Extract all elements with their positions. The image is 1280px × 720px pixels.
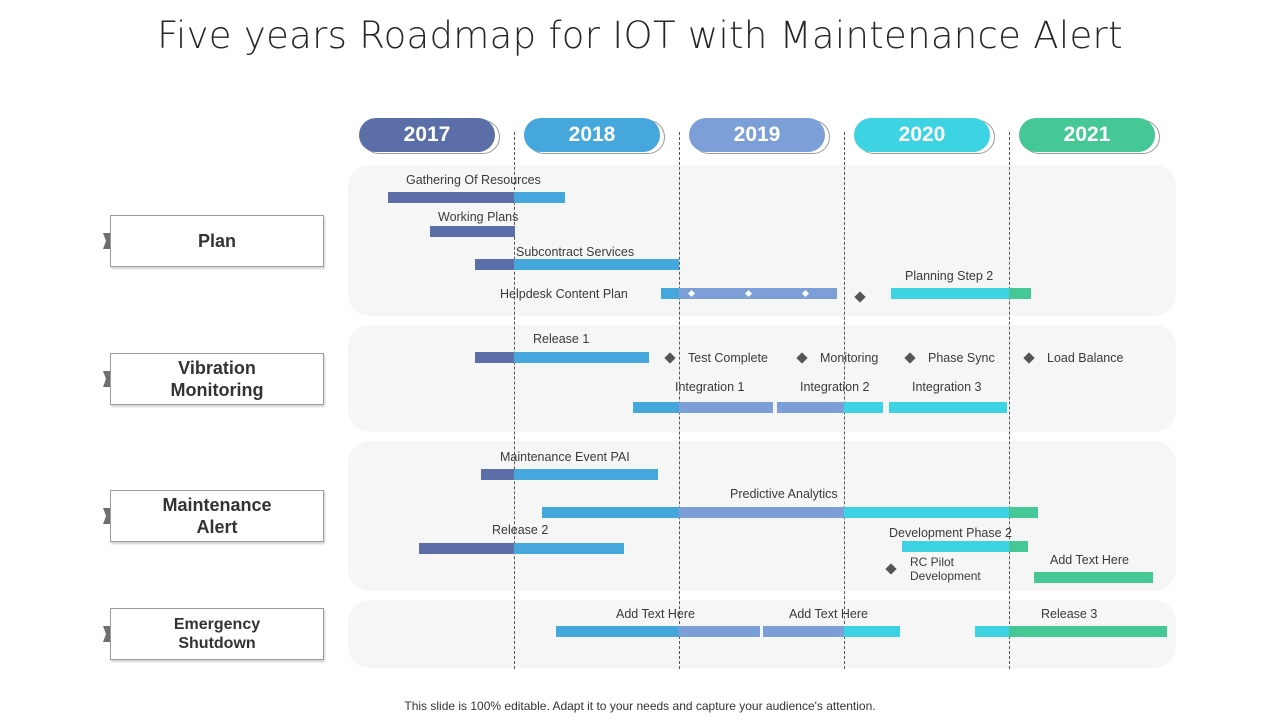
label-integration-2: Integration 2 bbox=[800, 380, 870, 394]
footer-note: This slide is 100% editable. Adapt it to… bbox=[404, 699, 876, 713]
bar-working-plans bbox=[430, 226, 515, 237]
label-rc-pilot-line2: Development bbox=[910, 569, 981, 583]
label-subcontract: Subcontract Services bbox=[516, 245, 635, 259]
bar-add-text-emergency-2-2020 bbox=[844, 626, 900, 637]
row-label-vibration-text: Vibration Monitoring bbox=[170, 358, 264, 400]
label-monitoring: Monitoring bbox=[820, 351, 879, 365]
label-add-text-emergency-2: Add Text Here bbox=[789, 607, 868, 621]
bar-add-text-emergency-2-2019 bbox=[763, 626, 844, 637]
row-label-maintenance-text: Maintenance Alert bbox=[162, 495, 272, 537]
bar-gathering-2018 bbox=[514, 192, 565, 203]
vibration-band bbox=[348, 325, 1176, 432]
bar-planning-step-2-2021 bbox=[1009, 288, 1031, 299]
row-label-plan: Plan bbox=[110, 215, 324, 267]
label-release-1: Release 1 bbox=[533, 332, 590, 346]
label-helpdesk: Helpdesk Content Plan bbox=[500, 287, 628, 301]
row-label-emergency: Emergency Shutdown bbox=[110, 608, 324, 660]
row-label-plan-text: Plan bbox=[197, 231, 236, 251]
label-integration-1: Integration 1 bbox=[675, 380, 745, 394]
divider-2018 bbox=[514, 132, 515, 669]
bar-maintenance-event-2017 bbox=[481, 469, 514, 480]
label-rc-pilot-line1: RC Pilot bbox=[910, 555, 955, 569]
bar-predictive-2020 bbox=[844, 507, 1009, 518]
page-title: Five years Roadmap for IOT with Maintena… bbox=[157, 14, 1123, 57]
divider-2021 bbox=[1009, 132, 1010, 669]
year-2021-pill: 2021 bbox=[1019, 118, 1155, 152]
label-phase-sync: Phase Sync bbox=[928, 351, 995, 365]
row-label-maintenance: Maintenance Alert bbox=[110, 490, 324, 542]
bar-helpdesk-2019 bbox=[679, 288, 837, 299]
bar-development-phase-2-2020 bbox=[902, 541, 1009, 552]
bar-release-2-2018 bbox=[514, 543, 624, 554]
bar-add-text-emergency-1-2019 bbox=[679, 626, 760, 637]
label-maintenance-event: Maintenance Event PAI bbox=[500, 450, 630, 464]
bar-release-1-2018 bbox=[514, 352, 649, 363]
bar-integration-1-2019 bbox=[679, 402, 773, 413]
bar-release-3-2020 bbox=[975, 626, 1009, 637]
label-integration-3: Integration 3 bbox=[912, 380, 982, 394]
bar-subcontract-2017 bbox=[475, 259, 514, 270]
label-load-balance: Load Balance bbox=[1047, 351, 1124, 365]
bar-integration-1-2018 bbox=[633, 402, 679, 413]
bar-add-text-maintenance bbox=[1034, 572, 1153, 583]
label-working-plans: Working Plans bbox=[438, 210, 519, 224]
bar-predictive-2018 bbox=[542, 507, 679, 518]
label-development-phase-2: Development Phase 2 bbox=[889, 526, 1012, 540]
bar-predictive-2021 bbox=[1009, 507, 1038, 518]
label-test-complete: Test Complete bbox=[688, 351, 768, 365]
label-gathering: Gathering Of Resources bbox=[406, 173, 541, 187]
label-add-text-emergency-1: Add Text Here bbox=[616, 607, 695, 621]
bar-release-2-2017 bbox=[419, 543, 514, 554]
label-release-2: Release 2 bbox=[492, 523, 549, 537]
year-2017-pill: 2017 bbox=[359, 118, 495, 152]
label-planning-step-2: Planning Step 2 bbox=[905, 269, 994, 283]
label-add-text-maintenance: Add Text Here bbox=[1050, 553, 1129, 567]
bar-release-1-2017 bbox=[475, 352, 514, 363]
bar-gathering-2017 bbox=[388, 192, 514, 203]
bar-integration-2-2020 bbox=[844, 402, 883, 413]
label-predictive-analytics: Predictive Analytics bbox=[730, 487, 838, 501]
bar-maintenance-event-2018 bbox=[514, 469, 658, 480]
bar-predictive-2019 bbox=[679, 507, 844, 518]
year-2020-pill: 2020 bbox=[854, 118, 990, 152]
bar-subcontract-2018 bbox=[514, 259, 679, 270]
label-release-3: Release 3 bbox=[1041, 607, 1098, 621]
bar-add-text-emergency-1-2018 bbox=[556, 626, 679, 637]
bar-development-phase-2-2021 bbox=[1009, 541, 1028, 552]
bar-helpdesk-2018 bbox=[661, 288, 679, 299]
bar-integration-3 bbox=[889, 402, 1007, 413]
divider-2019 bbox=[679, 132, 680, 669]
row-label-emergency-text: Emergency Shutdown bbox=[173, 616, 261, 652]
year-2019-pill: 2019 bbox=[689, 118, 825, 152]
bar-integration-2-2019 bbox=[777, 402, 844, 413]
row-label-vibration: Vibration Monitoring bbox=[110, 353, 324, 405]
year-2018-pill: 2018 bbox=[524, 118, 660, 152]
bar-release-3-2021 bbox=[1009, 626, 1167, 637]
bar-planning-step-2-2020 bbox=[891, 288, 1009, 299]
divider-2020 bbox=[844, 132, 845, 669]
